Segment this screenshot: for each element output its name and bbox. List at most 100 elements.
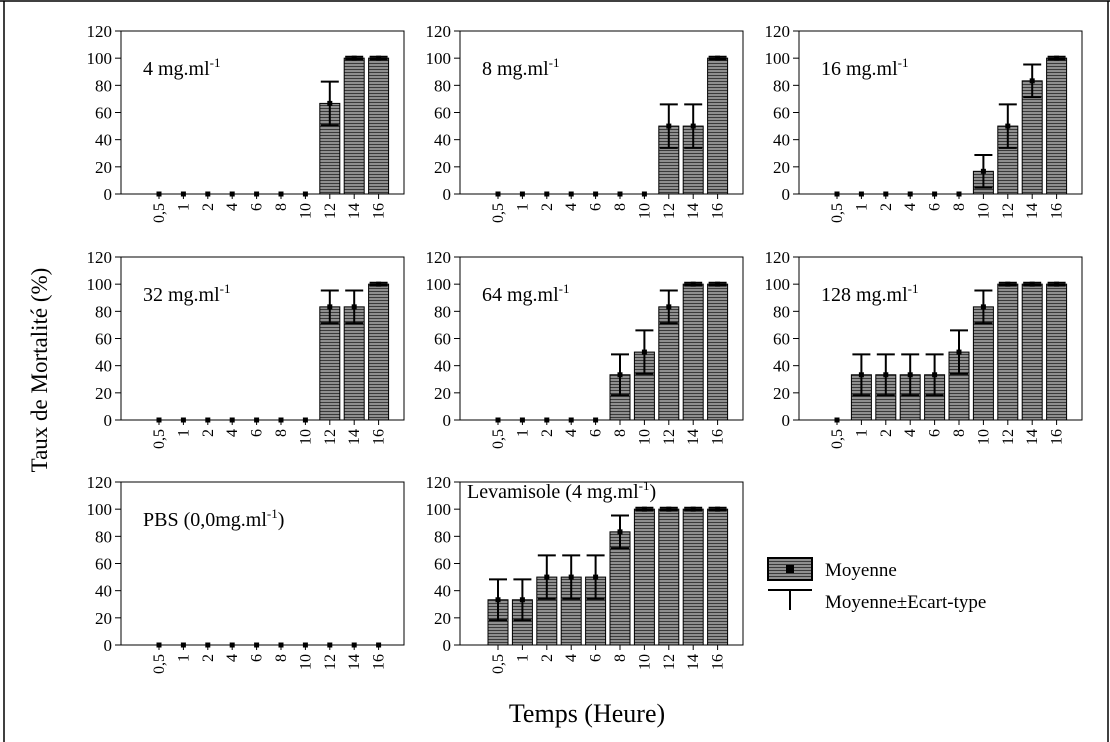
x-tick-label: 12 xyxy=(661,203,678,219)
x-tick-label: 8 xyxy=(273,429,290,437)
y-tick-label: 0 xyxy=(104,636,113,655)
mean-point xyxy=(593,417,599,423)
mean-point xyxy=(883,372,889,378)
x-tick-label: 16 xyxy=(1049,203,1066,219)
y-tick-label: 120 xyxy=(426,248,452,267)
x-tick-label: 12 xyxy=(661,429,678,445)
mean-point xyxy=(956,191,962,197)
x-tick-label: 4 xyxy=(224,654,241,662)
panel-label: 16 mg.ml-1 xyxy=(821,55,909,80)
y-tick-label: 60 xyxy=(95,330,112,349)
x-tick-label: 16 xyxy=(710,429,727,445)
mean-point xyxy=(1005,281,1011,287)
mean-point xyxy=(302,191,308,197)
mean-point xyxy=(883,191,889,197)
mean-point xyxy=(278,191,284,197)
y-tick-label: 100 xyxy=(87,49,113,68)
x-tick-label: 0,5 xyxy=(151,429,168,449)
y-tick-label: 80 xyxy=(95,76,112,95)
x-tick-label: 12 xyxy=(661,654,678,670)
x-tick-label: 6 xyxy=(249,203,266,211)
y-tick-label: 60 xyxy=(434,555,451,574)
mean-point xyxy=(495,191,501,197)
y-tick-label: 40 xyxy=(773,131,790,150)
x-tick-label: 14 xyxy=(346,429,363,445)
mean-point xyxy=(593,191,599,197)
x-tick-label: 0,5 xyxy=(490,654,507,674)
y-tick-label: 20 xyxy=(773,384,790,403)
x-tick-label: 2 xyxy=(878,429,895,437)
x-tick-label: 14 xyxy=(1024,429,1041,445)
x-tick-label: 10 xyxy=(975,203,992,219)
bar xyxy=(682,283,704,421)
x-tick-label: 0,5 xyxy=(151,654,168,674)
mean-point xyxy=(715,281,721,287)
x-tick-label: 8 xyxy=(951,429,968,437)
mean-point xyxy=(302,417,308,423)
x-tick-label: 6 xyxy=(249,429,266,437)
x-tick-label: 8 xyxy=(273,203,290,211)
x-tick-label: 6 xyxy=(588,429,605,437)
x-tick-label: 2 xyxy=(200,429,217,437)
x-tick-label: 1 xyxy=(514,203,531,211)
mean-point xyxy=(1005,123,1011,129)
y-tick-label: 60 xyxy=(773,104,790,123)
mean-point xyxy=(327,642,333,648)
legend: Moyenne Moyenne±Ecart-type xyxy=(767,557,986,613)
panel-label: 128 mg.ml-1 xyxy=(821,281,919,306)
x-tick-label: 1 xyxy=(853,429,870,437)
bar xyxy=(707,283,729,421)
mean-point xyxy=(278,417,284,423)
y-tick-label: 60 xyxy=(773,330,790,349)
bar xyxy=(1046,57,1068,195)
x-tick-label: 12 xyxy=(1000,429,1017,445)
x-tick-label: 6 xyxy=(927,203,944,211)
y-tick-label: 20 xyxy=(95,158,112,177)
mean-point xyxy=(715,55,721,61)
y-tick-label: 120 xyxy=(426,22,452,41)
mean-point xyxy=(932,191,938,197)
mean-point xyxy=(495,597,501,603)
y-tick-label: 100 xyxy=(87,275,113,294)
y-tick-label: 80 xyxy=(773,302,790,321)
x-tick-label: 16 xyxy=(1049,429,1066,445)
mean-point xyxy=(956,349,962,355)
x-tick-label: 4 xyxy=(563,429,580,437)
mean-point xyxy=(254,191,260,197)
mean-point xyxy=(376,281,382,287)
y-tick-label: 80 xyxy=(434,302,451,321)
x-tick-label: 14 xyxy=(1024,203,1041,219)
mean-point xyxy=(254,417,260,423)
mean-point xyxy=(519,417,525,423)
x-tick-label: 10 xyxy=(297,203,314,219)
y-tick-label: 20 xyxy=(95,609,112,628)
panel-label: 32 mg.ml-1 xyxy=(143,281,231,306)
mean-point xyxy=(617,529,623,535)
y-tick-label: 120 xyxy=(765,248,791,267)
x-tick-label: 14 xyxy=(685,429,702,445)
x-tick-label: 4 xyxy=(563,654,580,662)
x-tick-label: 8 xyxy=(951,203,968,211)
y-tick-label: 120 xyxy=(765,22,791,41)
y-tick-label: 0 xyxy=(443,411,452,430)
y-tick-label: 20 xyxy=(434,609,451,628)
y-tick-label: 60 xyxy=(434,104,451,123)
mean-point xyxy=(641,349,647,355)
x-tick-label: 12 xyxy=(322,203,339,219)
mean-point xyxy=(568,191,574,197)
legend-error-bar-label: Moyenne±Ecart-type xyxy=(825,592,986,613)
x-tick-label: 1 xyxy=(175,429,192,437)
x-tick-label: 12 xyxy=(322,654,339,670)
x-tick-label: 10 xyxy=(636,203,653,219)
x-tick-label: 6 xyxy=(249,654,266,662)
x-tick-label: 8 xyxy=(612,654,629,662)
x-tick-label: 12 xyxy=(322,429,339,445)
mean-point xyxy=(156,191,162,197)
y-tick-label: 120 xyxy=(87,473,113,492)
panel-label: 8 mg.ml-1 xyxy=(482,55,560,80)
mean-point xyxy=(205,191,211,197)
mean-point xyxy=(495,417,501,423)
